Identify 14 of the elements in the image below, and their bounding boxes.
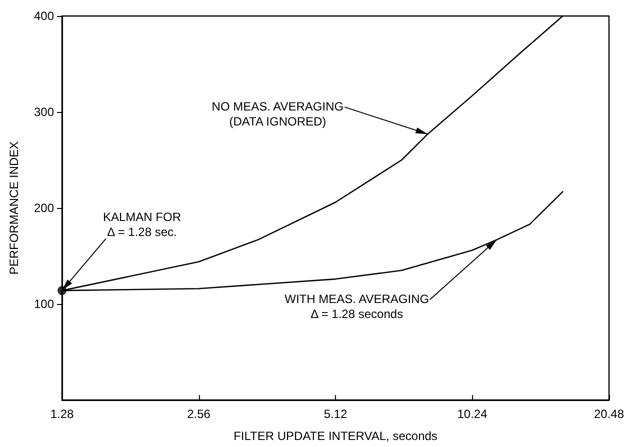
x-tick-label: 1.28 <box>50 407 74 421</box>
y-axis-title: PERFORMANCE INDEX <box>7 141 21 275</box>
y-tick-label: 100 <box>34 297 54 311</box>
x-tick-label: 20.48 <box>594 407 624 421</box>
y-tick-label: 400 <box>34 9 54 23</box>
y-tick-label: 300 <box>34 105 54 119</box>
x-tick-label: 5.12 <box>324 407 348 421</box>
x-tick-label: 2.56 <box>187 407 211 421</box>
x-tick-label: 10.24 <box>457 407 488 421</box>
annotation: NO MEAS. AVERAGING (DATA IGNORED) <box>212 100 344 129</box>
x-axis-title: FILTER UPDATE INTERVAL, seconds <box>234 429 438 443</box>
annotation: KALMAN FOR Δ = 1.28 sec. <box>102 210 182 240</box>
annotation: WITH MEAS. AVERAGING Δ = 1.28 seconds <box>284 292 430 322</box>
y-tick-label: 200 <box>34 201 54 215</box>
